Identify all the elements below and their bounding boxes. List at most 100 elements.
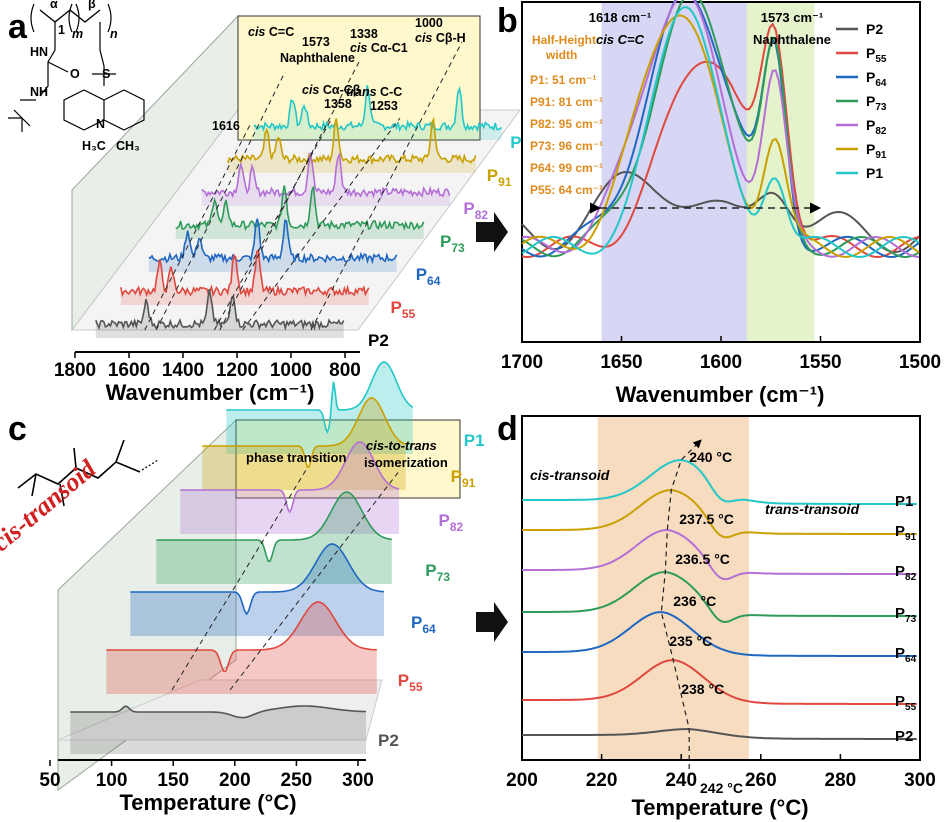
arrow-c-to-d <box>476 602 508 642</box>
tick-label: 220 <box>586 770 618 791</box>
tick-label: 240 <box>665 770 697 791</box>
tick-label: 200 <box>506 770 538 791</box>
panel-a-x-ticks: 1800 1600 1400 1200 1000 800 <box>54 352 361 381</box>
panel-d-transition-band <box>597 417 749 759</box>
region-label-cis-transoid: cis-transoid <box>530 467 610 483</box>
h3c-label: H₃C <box>82 139 106 153</box>
n-label: N <box>96 117 105 131</box>
ch3-label: CH₃ <box>116 139 140 153</box>
series-label: P55 <box>391 298 416 321</box>
spectrum-fill <box>175 185 424 239</box>
dsc-fill <box>156 492 392 584</box>
panel-d-x-ticks: 200 220 240 260 280 300 <box>506 754 936 791</box>
panel-a-spectra <box>95 85 503 338</box>
isomerization-label: isomerization <box>364 455 448 470</box>
tick-label: 50 <box>39 770 60 791</box>
band-label: 1618 cm⁻¹ <box>589 10 652 25</box>
nh-label: NH <box>30 85 48 99</box>
panel-c-x-ticks: 50 100 150 200 250 300 <box>39 760 374 791</box>
half-height-value: P91: 81 cm⁻¹ <box>530 95 603 109</box>
annotation-label: trans C-C <box>346 85 402 99</box>
tick-label: 200 <box>219 770 251 791</box>
panel-c-dsc-curves <box>70 361 414 754</box>
region-label-trans-transoid: trans-transoid <box>765 501 860 517</box>
peak-trend-arrow <box>660 439 702 778</box>
spectrum-line <box>521 6 920 259</box>
tick-label: 1650 <box>600 352 642 373</box>
panel-letter-c: c <box>8 410 27 448</box>
panel-b-raman-zoom: 1618 cm⁻¹ cis C=C 1573 cm⁻¹ Naphthalene Half… <box>501 0 941 407</box>
panel-d-x-axis-title: Temperature (°C) <box>631 795 808 820</box>
dsc-line <box>180 441 400 514</box>
series-label: P2 <box>378 731 399 750</box>
panel-letter-a: a <box>8 8 28 46</box>
band-label: 1573 cm⁻¹ <box>761 10 824 25</box>
tick-label: 800 <box>329 360 361 381</box>
boc-group <box>8 99 36 132</box>
annotation-label: Naphthalene <box>280 51 355 65</box>
half-height-value: P1: 51 cm⁻¹ <box>530 73 596 87</box>
spectrum-line <box>227 116 477 166</box>
naphthalene-ring <box>63 89 145 131</box>
tick-label: 260 <box>745 770 777 791</box>
series-label: P64 <box>416 265 441 288</box>
half-height-title: width <box>545 48 577 62</box>
spectrum-line <box>175 185 425 232</box>
dsc-line <box>70 705 367 719</box>
annotation-label: 1573 <box>302 35 330 49</box>
dsc-line <box>522 611 917 657</box>
dsc-line <box>522 570 917 624</box>
series-label: P91 <box>487 166 512 189</box>
leader-line <box>213 117 333 331</box>
peak-temp-label: 240 °C <box>689 449 732 465</box>
panel-c-floor <box>57 679 383 741</box>
leader-line <box>155 71 286 331</box>
dsc-fill <box>70 706 367 754</box>
n-subscript: n <box>110 27 118 41</box>
spectrum-line <box>120 248 370 298</box>
dsc-line <box>156 491 392 562</box>
arrow-a-to-b <box>476 212 508 252</box>
tick-label: 1400 <box>162 360 204 381</box>
panel-c-chemical-structure <box>17 439 159 507</box>
cis-transoid-structure-label: cis-transoid <box>0 454 102 558</box>
spectrum-line <box>148 218 398 265</box>
annotation-label: cis Cβ-H <box>415 31 466 45</box>
series-label: P1 <box>464 431 485 450</box>
dsc-line <box>522 727 917 740</box>
cis-to-trans-label: cis-to-trans <box>366 438 437 453</box>
panel-d-dsc-curves <box>522 458 917 740</box>
dsc-line <box>130 543 385 616</box>
panel-c-back-wall <box>57 418 237 791</box>
spectrum-line <box>521 0 920 259</box>
alpha-label: α <box>50 0 58 11</box>
tick-label: 1000 <box>270 360 312 381</box>
dsc-line <box>202 397 406 468</box>
series-label: P64 <box>411 613 436 636</box>
panel-b-x-ticks: 1700 1650 1600 1550 1500 <box>501 336 941 373</box>
tick-label: 300 <box>342 770 374 791</box>
panel-a-highlight-box <box>237 15 481 141</box>
dsc-fill <box>202 398 406 490</box>
panel-letter-d: d <box>497 410 518 448</box>
bracket <box>30 3 112 33</box>
tick-label: 1700 <box>501 352 543 373</box>
half-height-value: P55: 64 cm⁻¹ <box>530 183 603 197</box>
panel-b-spectra <box>521 0 920 259</box>
spectrum-line <box>253 85 503 133</box>
polyene-bond <box>17 439 141 507</box>
spectrum-fill <box>227 118 476 173</box>
peak-temp-label: 237.5 °C <box>679 511 734 527</box>
peak-temp-label: 242 °C <box>700 780 743 796</box>
dsc-line <box>106 601 377 672</box>
annotation-label: cis Cα-Cβ <box>302 83 361 97</box>
panel-b-x-axis-title: Wavenumber (cm⁻¹) <box>616 382 825 407</box>
phase-transition-label: phase transition <box>246 450 346 465</box>
hn-label: HN <box>30 45 48 59</box>
